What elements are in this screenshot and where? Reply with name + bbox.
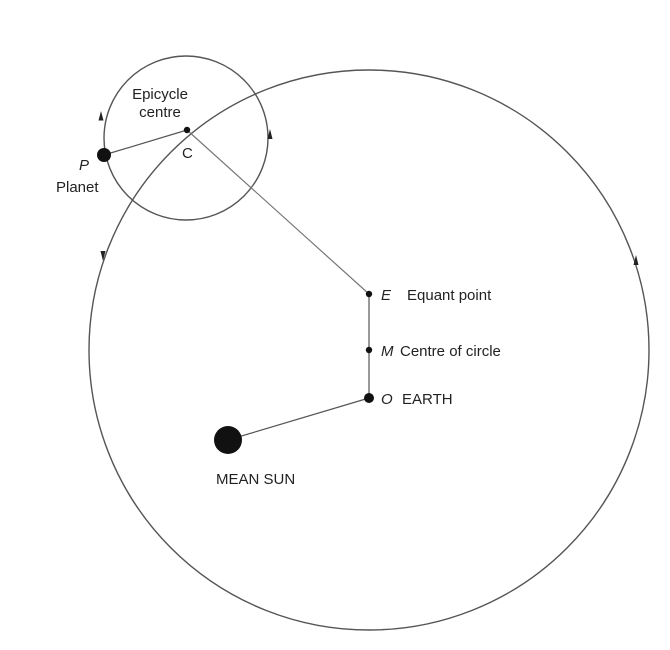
point-m-label: M: [381, 343, 394, 360]
earth-label: EARTH: [402, 391, 453, 408]
planet-dot: [97, 148, 111, 162]
equant-point-dot: [365, 290, 373, 298]
centre-of-circle-label: Centre of circle: [400, 343, 501, 360]
epicycle-centre-label-line2: centre: [139, 104, 181, 121]
point-o-label: O: [381, 391, 393, 408]
arrow-epicycle-right-icon: [267, 129, 273, 139]
arrow-deferent-right-icon: [633, 255, 639, 265]
line-planet-to-epicycle-centre: [103, 129, 188, 156]
deferent-circle: [88, 69, 650, 631]
equant-point-label: Equant point: [407, 287, 492, 304]
mean-sun-dot: [214, 426, 242, 454]
point-p-label: P: [79, 157, 89, 174]
point-c-label: C: [182, 145, 193, 162]
arrow-deferent-left-icon: [100, 251, 106, 261]
point-e-label: E: [381, 287, 392, 304]
epicycle-centre-dot: [183, 126, 191, 134]
centre-of-circle-dot: [365, 346, 373, 354]
planet-label: Planet: [56, 179, 99, 196]
mean-sun-label: MEAN SUN: [216, 471, 295, 488]
epicycle-centre-label-line1: Epicycle: [132, 86, 188, 103]
line-epicycle-centre-to-equant: [186, 129, 370, 295]
line-earth-to-mean-sun: [227, 397, 370, 441]
earth-dot: [364, 393, 374, 403]
arrow-epicycle-left-icon: [98, 111, 104, 121]
